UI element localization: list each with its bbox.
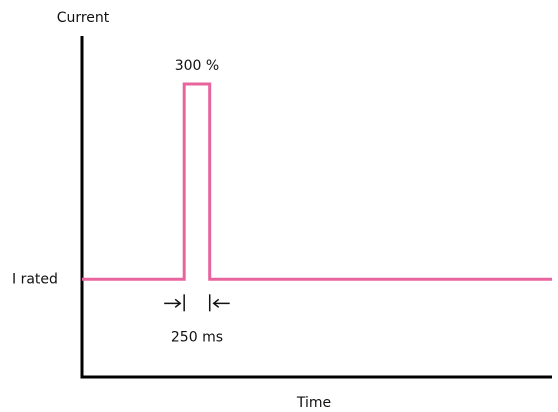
current-pulse-line	[82, 82, 552, 281]
duration-label: 250 ms	[171, 329, 223, 345]
x-axis-label: Time	[296, 395, 331, 411]
duration-left-arrow-head	[174, 298, 182, 308]
duration-right-arrow-head	[212, 298, 220, 308]
peak-label: 300 %	[175, 58, 219, 74]
y-axis-label: Current	[57, 10, 110, 26]
baseline-label: I rated	[12, 271, 58, 287]
duration-dimension-marker	[164, 294, 230, 312]
